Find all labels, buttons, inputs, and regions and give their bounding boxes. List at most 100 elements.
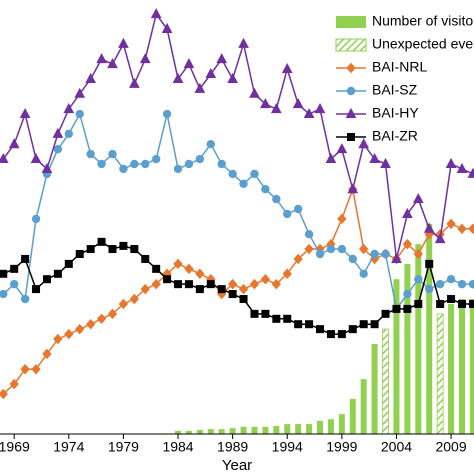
marker	[140, 283, 150, 295]
x-tick-label: 2009	[435, 439, 466, 455]
marker	[195, 154, 205, 164]
marker	[346, 86, 356, 96]
marker	[370, 320, 379, 329]
marker	[63, 103, 75, 114]
bar	[469, 299, 474, 434]
marker	[53, 333, 63, 345]
bar	[218, 429, 225, 434]
marker	[108, 245, 117, 254]
marker	[380, 157, 391, 168]
marker	[294, 320, 303, 329]
marker	[31, 214, 41, 224]
marker	[96, 53, 107, 64]
marker	[184, 263, 194, 275]
marker	[292, 98, 304, 109]
marker	[151, 154, 161, 164]
marker	[74, 87, 86, 98]
marker	[325, 152, 337, 164]
marker	[260, 273, 271, 285]
bar	[404, 263, 411, 434]
marker	[238, 37, 249, 48]
bar	[229, 428, 236, 434]
marker	[75, 323, 85, 335]
marker	[250, 309, 259, 318]
x-tick-label: 1969	[0, 439, 30, 455]
marker	[9, 378, 19, 390]
marker	[304, 243, 314, 255]
x-tick-label: 2004	[381, 439, 412, 455]
marker	[403, 289, 412, 299]
marker	[107, 308, 118, 320]
marker	[42, 348, 52, 360]
marker	[206, 140, 215, 149]
legend-label: Unexpected eve	[372, 36, 473, 52]
marker	[31, 363, 41, 375]
marker	[161, 22, 173, 33]
bar	[393, 279, 400, 434]
marker	[250, 169, 259, 179]
marker	[86, 149, 95, 159]
marker	[162, 109, 172, 119]
x-tick-label: 1979	[108, 439, 139, 455]
marker	[305, 320, 314, 329]
x-tick-label: 1974	[53, 439, 84, 455]
series	[0, 8, 474, 263]
marker	[413, 248, 423, 260]
marker	[402, 207, 413, 218]
marker	[173, 164, 183, 174]
marker	[414, 299, 423, 308]
marker	[293, 253, 303, 265]
series	[0, 183, 474, 400]
marker	[468, 279, 474, 289]
marker	[129, 293, 140, 305]
bar	[436, 313, 444, 435]
marker	[347, 133, 355, 141]
marker	[9, 279, 19, 289]
marker	[370, 249, 379, 259]
marker	[151, 278, 161, 290]
marker	[261, 309, 270, 318]
marker	[130, 245, 139, 254]
bar	[306, 424, 313, 434]
legend-label: BAI-ZR	[372, 128, 418, 144]
marker	[446, 218, 456, 230]
legend-swatch	[335, 38, 367, 52]
marker	[97, 237, 106, 246]
marker	[402, 238, 413, 250]
marker	[359, 269, 368, 278]
marker	[52, 127, 64, 138]
bar	[262, 426, 269, 434]
marker	[359, 243, 369, 255]
marker	[414, 275, 423, 284]
line	[2, 186, 473, 395]
marker	[195, 285, 204, 294]
marker	[445, 157, 457, 168]
marker	[19, 107, 31, 119]
marker	[315, 249, 325, 259]
bar	[338, 414, 345, 434]
x-axis-title: Year	[222, 457, 252, 474]
marker	[217, 159, 226, 169]
marker	[205, 67, 217, 78]
marker	[249, 87, 260, 98]
marker	[119, 164, 128, 174]
marker	[304, 230, 314, 239]
marker	[217, 285, 226, 294]
marker	[75, 109, 84, 119]
marker	[249, 278, 260, 290]
bar	[240, 426, 247, 434]
marker	[303, 107, 315, 119]
marker	[119, 241, 128, 250]
marker	[107, 58, 118, 69]
bar	[360, 379, 367, 434]
marker	[282, 268, 292, 280]
bar	[207, 429, 214, 434]
marker	[423, 222, 435, 233]
marker	[457, 279, 467, 289]
marker	[0, 388, 8, 400]
marker	[348, 254, 357, 264]
marker	[392, 304, 401, 313]
bar	[273, 425, 280, 434]
bar	[295, 424, 302, 434]
